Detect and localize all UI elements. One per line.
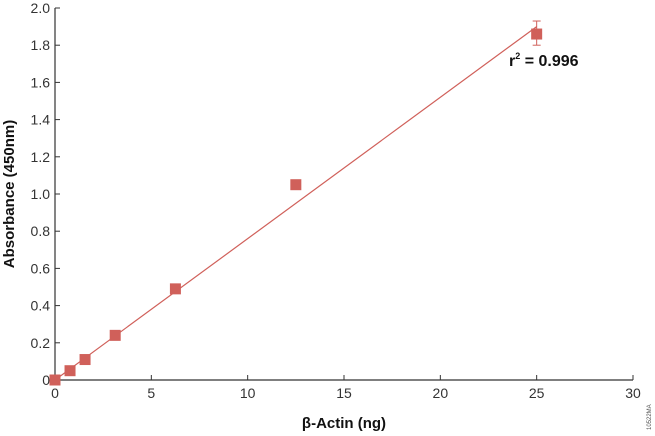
- y-tick-label: 0.4: [31, 298, 51, 314]
- y-tick-label: 1.2: [31, 149, 51, 165]
- x-tick-label: 15: [336, 385, 352, 401]
- y-tick-label: 1.4: [31, 112, 51, 128]
- r-squared-annotation: r2 = 0.996: [509, 51, 579, 70]
- marks: [49, 20, 543, 386]
- data-point: [531, 28, 543, 40]
- data-point: [64, 365, 76, 377]
- y-tick-label: 1.8: [31, 37, 51, 53]
- x-tick-label: 30: [625, 385, 641, 401]
- data-point: [290, 179, 302, 191]
- y-tick-label: 0: [42, 372, 50, 388]
- y-tick-label: 0.8: [31, 223, 51, 239]
- x-tick-label: 5: [147, 385, 155, 401]
- watermark: 10522MA: [647, 404, 653, 430]
- data-point: [169, 283, 181, 295]
- data-point: [109, 329, 121, 341]
- y-axis-label: Absorbance (450nm): [1, 120, 18, 268]
- y-tick-label: 0.2: [31, 335, 51, 351]
- y-tick-label: 0.6: [31, 260, 51, 276]
- x-tick-label: 20: [433, 385, 449, 401]
- x-axis-label: β-Actin (ng): [302, 415, 386, 432]
- y-tick-label: 1.6: [31, 74, 51, 90]
- x-tick-label: 10: [240, 385, 256, 401]
- y-tick-label: 1.0: [31, 186, 51, 202]
- axes: 0 5 10 15 20 25 30 0 0.2 0.4 0.6 0.8 1.0 1.2 1.4 1.6 1.8…: [31, 0, 641, 401]
- x-tick-label: 25: [529, 385, 545, 401]
- data-point: [79, 354, 91, 366]
- fit-line: [54, 26, 538, 381]
- data-point: [49, 374, 61, 386]
- y-tick-label: 2.0: [31, 0, 51, 16]
- x-tick-label: 0: [51, 385, 59, 401]
